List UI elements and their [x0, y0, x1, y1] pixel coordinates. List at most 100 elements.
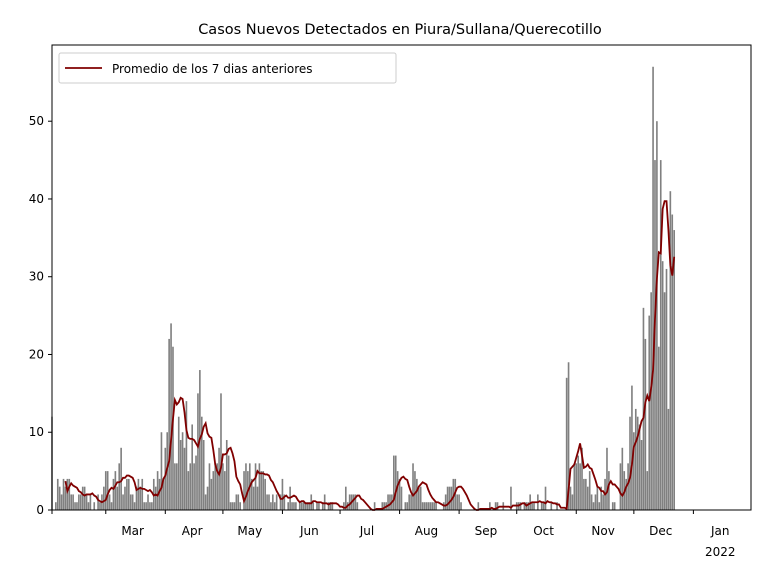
bar [68, 478, 71, 510]
bar [266, 494, 268, 510]
bar [494, 502, 497, 510]
bar [658, 346, 660, 510]
bar [496, 502, 499, 510]
bar [206, 486, 209, 510]
bar [585, 478, 587, 510]
bar [427, 502, 430, 510]
bar [667, 408, 670, 510]
bar [331, 502, 334, 510]
bar [387, 494, 389, 510]
bar [456, 494, 458, 510]
bar [404, 502, 407, 510]
bar [70, 494, 73, 510]
bar [665, 268, 668, 510]
bar [147, 494, 149, 510]
bar [640, 440, 643, 510]
bar [56, 478, 59, 510]
bar [145, 502, 147, 510]
bar [569, 486, 572, 510]
bar [168, 338, 170, 510]
bar [659, 160, 662, 510]
bar [588, 471, 591, 510]
x-tick-label: Sep [475, 524, 498, 538]
moving-average-line [64, 200, 676, 511]
bar [252, 486, 255, 510]
bar [87, 502, 90, 510]
bar [293, 502, 295, 510]
bar [66, 478, 69, 510]
bar [124, 486, 126, 510]
y-tick-label: 10 [29, 425, 44, 439]
bar [636, 416, 639, 510]
bar [222, 463, 224, 510]
bar [527, 502, 530, 510]
bar [154, 486, 157, 510]
bar [270, 502, 272, 510]
bar [663, 292, 666, 510]
x-tick-label: Jan [710, 524, 730, 538]
bar [550, 502, 553, 510]
bar [531, 502, 533, 510]
bar [352, 494, 355, 510]
bar [648, 315, 651, 510]
bar [79, 494, 82, 510]
bar [126, 478, 128, 510]
bar [89, 494, 92, 510]
bar [151, 502, 153, 510]
bar [78, 494, 80, 510]
bar [431, 502, 434, 510]
bar [114, 471, 117, 510]
bar [55, 502, 57, 510]
bar [208, 463, 211, 510]
bar [327, 502, 330, 510]
bar [93, 502, 96, 510]
bar [489, 502, 491, 510]
bar [533, 502, 535, 510]
x-tick-year-label: 2022 [705, 545, 736, 559]
bar [176, 463, 178, 510]
bar [393, 455, 395, 510]
bar [421, 502, 424, 510]
bar [571, 494, 574, 510]
bar [233, 502, 236, 510]
bar-series [51, 66, 675, 511]
bar [567, 362, 570, 510]
bar [523, 502, 526, 510]
bar [417, 486, 420, 510]
bar [425, 502, 428, 510]
bar [606, 447, 608, 510]
bar [120, 447, 122, 510]
x-tick-label: Apr [182, 524, 203, 538]
x-tick-label: Nov [591, 524, 614, 538]
bar [633, 432, 635, 510]
bar [594, 494, 597, 510]
bar [275, 494, 278, 510]
bar [646, 471, 649, 510]
y-tick-label: 20 [29, 347, 44, 361]
bar [181, 432, 184, 510]
bar [99, 502, 101, 510]
y-tick-label: 50 [29, 114, 44, 128]
bar [116, 486, 119, 510]
bar [256, 486, 259, 510]
bar [611, 502, 614, 510]
bar [650, 292, 652, 510]
bar [254, 463, 257, 510]
bar [477, 502, 480, 510]
bar [406, 502, 409, 510]
legend-box [58, 52, 397, 84]
bar [344, 486, 347, 510]
bar [183, 447, 186, 510]
bar [158, 478, 161, 510]
bar [389, 494, 391, 510]
bar [600, 486, 603, 510]
bar [187, 471, 190, 510]
bar [412, 463, 414, 510]
bar [598, 502, 601, 510]
bar [72, 494, 74, 510]
bar [529, 494, 531, 510]
bar [85, 494, 88, 510]
x-tick-label: Aug [415, 524, 438, 538]
bar [644, 338, 647, 510]
x-tick-label: Jun [299, 524, 319, 538]
